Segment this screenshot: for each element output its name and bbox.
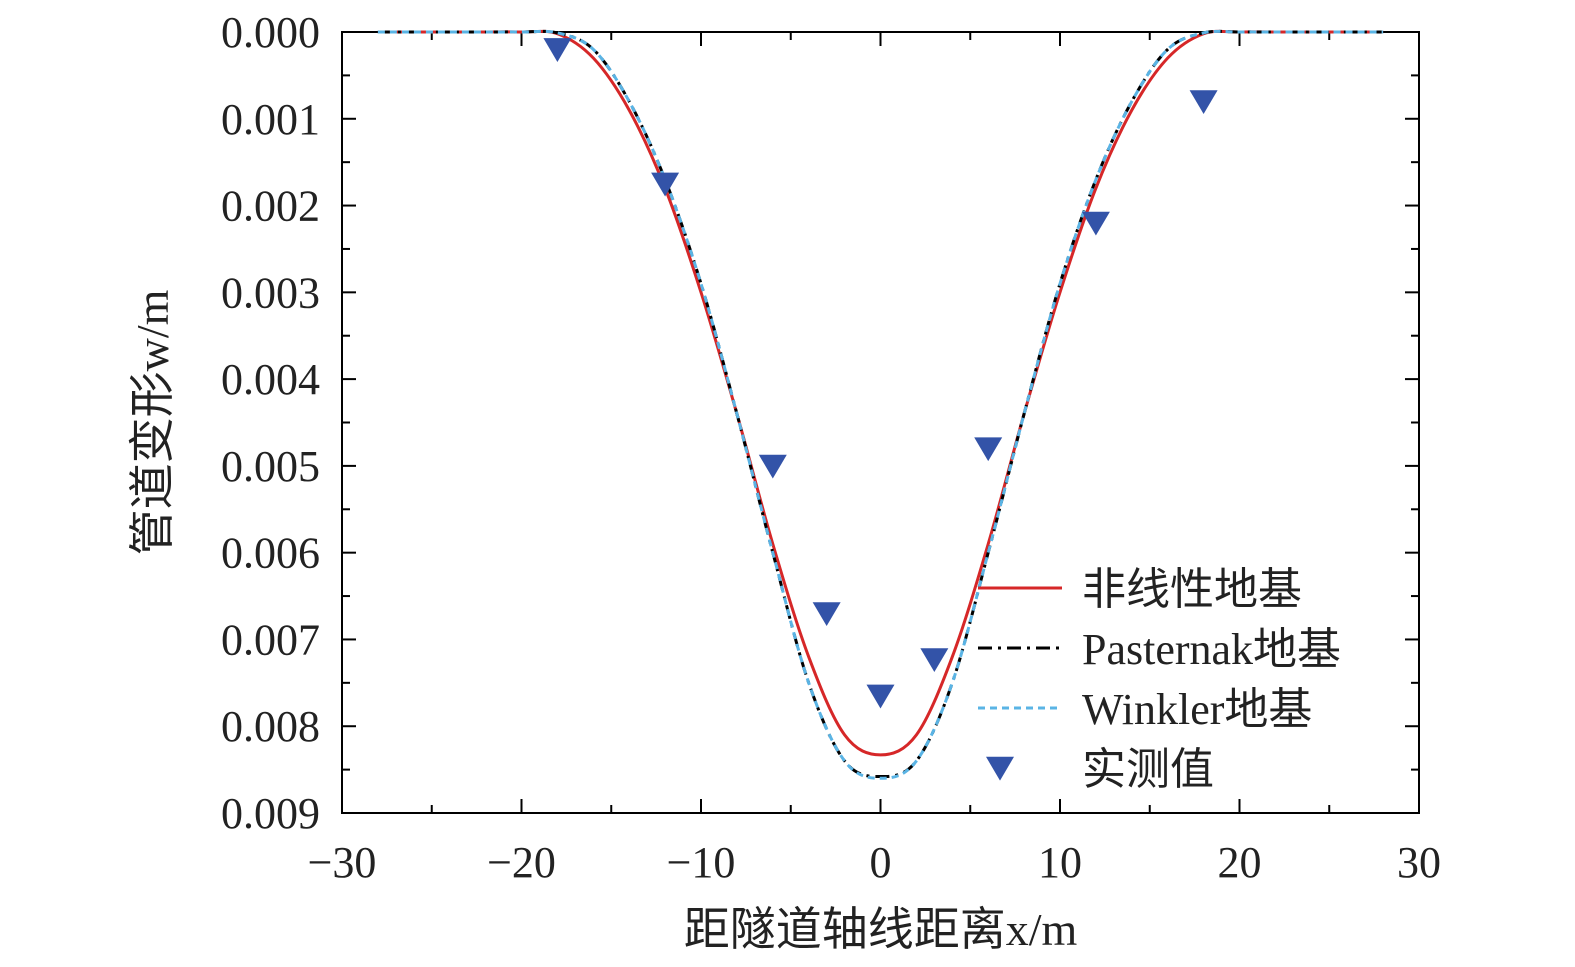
y-tick-label: 0.005: [221, 442, 320, 491]
y-axis-title: 管道变形w/m: [127, 289, 178, 555]
y-tick-label: 0.002: [221, 182, 320, 231]
y-tick-label: 0.007: [221, 615, 320, 664]
data-point: [812, 602, 841, 627]
data-point: [758, 454, 787, 479]
y-tick-label: 0.009: [221, 789, 320, 838]
series-line: [377, 29, 1384, 779]
legend-label: 实测值: [1082, 745, 1214, 794]
y-tick-label: 0.003: [221, 268, 320, 317]
x-tick-label: −10: [667, 838, 736, 887]
y-tick-label: 0.004: [221, 355, 320, 404]
series-1: [377, 29, 1384, 779]
x-axis-title: 距隧道轴线距离x/m: [684, 904, 1078, 955]
data-point: [866, 684, 895, 709]
y-tick-label: 0.006: [221, 529, 320, 578]
legend-label: Pasternak地基: [1082, 625, 1341, 674]
series-layer: [377, 29, 1384, 780]
x-tick-label: 30: [1397, 838, 1441, 887]
x-axis: −30 −20 −10 0 10 20 30: [308, 32, 1441, 887]
x-tick-label: 20: [1218, 838, 1262, 887]
legend-marker: [986, 756, 1014, 781]
data-point: [651, 172, 680, 197]
data-point: [543, 38, 572, 62]
x-tick-label: −20: [487, 838, 556, 887]
series-3: [543, 38, 1218, 709]
series-line: [377, 29, 1384, 780]
data-point: [920, 648, 949, 673]
x-tick-label: 0: [870, 838, 892, 887]
series-line: [377, 29, 1384, 757]
y-tick-label: 0.001: [221, 95, 320, 144]
y-tick-label: 0.008: [221, 702, 320, 751]
legend-label: Winkler地基: [1082, 685, 1312, 734]
x-tick-label: 10: [1038, 838, 1082, 887]
series-0: [377, 29, 1384, 757]
x-tick-label: −30: [308, 838, 377, 887]
y-tick-label: 0.000: [221, 8, 320, 57]
data-point: [1189, 90, 1218, 115]
y-axis: 0.000 0.001 0.002 0.003 0.004 0.005 0.006 0.007…: [221, 8, 1419, 838]
data-point: [974, 437, 1003, 462]
data-point: [1081, 211, 1110, 236]
series-2: [377, 29, 1384, 780]
legend-label: 非线性地基: [1082, 565, 1302, 614]
